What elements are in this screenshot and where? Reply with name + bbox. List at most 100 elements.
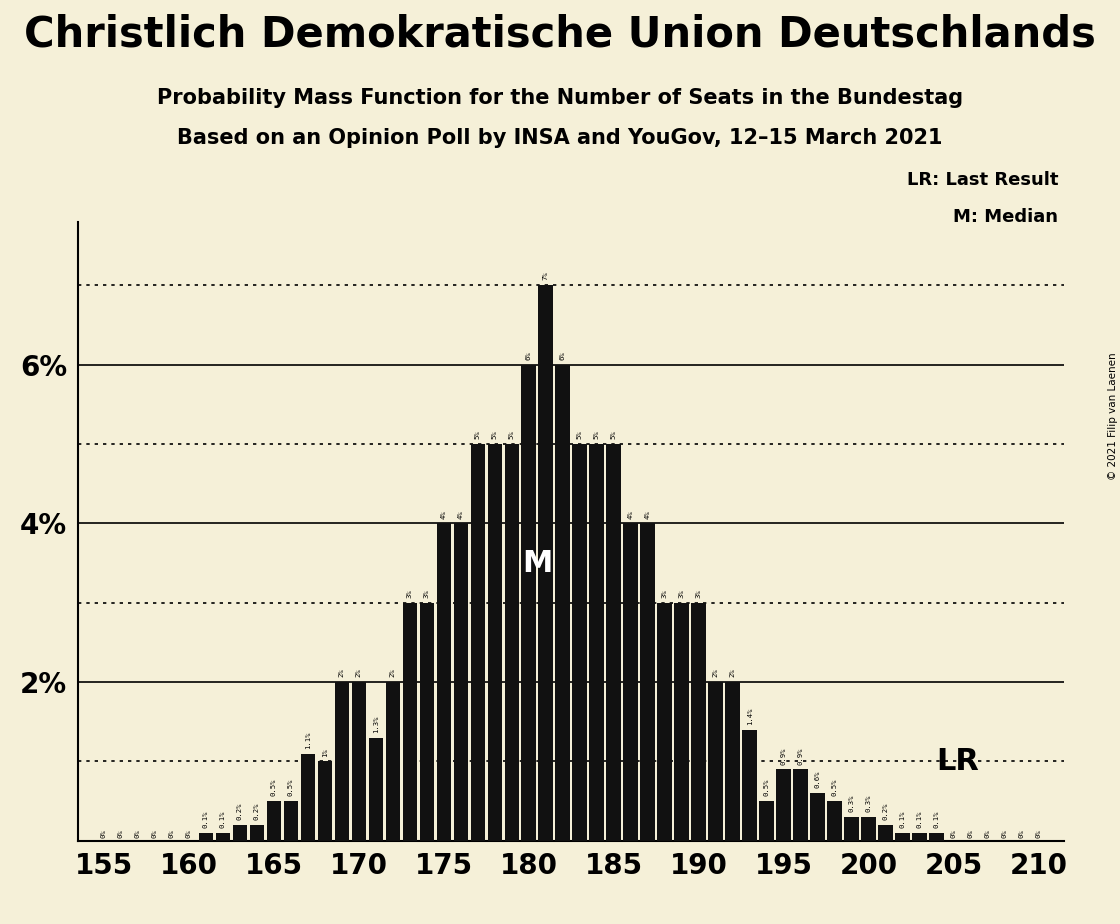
Bar	[589, 444, 604, 841]
Text: 5%: 5%	[508, 431, 515, 439]
Text: 3%: 3%	[407, 590, 413, 598]
Text: 4%: 4%	[627, 510, 634, 518]
Text: 3%: 3%	[696, 590, 701, 598]
Bar	[691, 602, 706, 841]
Bar	[811, 793, 824, 841]
Text: 2%: 2%	[390, 669, 395, 677]
Bar	[368, 737, 383, 841]
Bar	[487, 444, 502, 841]
Text: M: M	[522, 549, 552, 578]
Text: 0%: 0%	[169, 830, 175, 838]
Bar	[641, 523, 655, 841]
Bar	[198, 833, 213, 841]
Bar	[233, 825, 248, 841]
Text: 0%: 0%	[951, 830, 956, 838]
Text: 0.5%: 0.5%	[271, 779, 277, 796]
Text: 2%: 2%	[338, 669, 345, 677]
Text: 0%: 0%	[984, 830, 990, 838]
Text: 0%: 0%	[118, 830, 124, 838]
Bar	[437, 523, 451, 841]
Bar	[743, 730, 757, 841]
Bar	[930, 833, 944, 841]
Text: 3%: 3%	[662, 590, 668, 598]
Text: 0.5%: 0.5%	[288, 779, 293, 796]
Bar	[402, 602, 417, 841]
Text: 0%: 0%	[1036, 830, 1042, 838]
Text: 2%: 2%	[356, 669, 362, 677]
Text: © 2021 Filip van Laenen: © 2021 Filip van Laenen	[1108, 352, 1118, 480]
Text: 3%: 3%	[679, 590, 684, 598]
Bar	[522, 365, 536, 841]
Text: LR: LR	[936, 747, 979, 776]
Text: 5%: 5%	[475, 431, 480, 439]
Text: 0.1%: 0.1%	[220, 810, 226, 828]
Bar	[539, 286, 553, 841]
Bar	[606, 444, 620, 841]
Bar	[844, 817, 859, 841]
Text: 5%: 5%	[594, 431, 599, 439]
Bar	[657, 602, 672, 841]
Bar	[300, 754, 315, 841]
Bar	[352, 682, 366, 841]
Bar	[828, 801, 842, 841]
Text: 0.1%: 0.1%	[899, 810, 906, 828]
Text: 2%: 2%	[712, 669, 719, 677]
Text: 4%: 4%	[441, 510, 447, 518]
Bar	[250, 825, 264, 841]
Text: 4%: 4%	[458, 510, 464, 518]
Text: 3%: 3%	[423, 590, 430, 598]
Text: 5%: 5%	[492, 431, 497, 439]
Text: 0.5%: 0.5%	[831, 779, 838, 796]
Text: 6%: 6%	[525, 351, 532, 359]
Bar	[878, 825, 893, 841]
Bar	[913, 833, 926, 841]
Text: 2%: 2%	[729, 669, 736, 677]
Text: 1.3%: 1.3%	[373, 715, 379, 733]
Text: 5%: 5%	[577, 431, 582, 439]
Text: 0.1%: 0.1%	[934, 810, 940, 828]
Text: 0%: 0%	[101, 830, 106, 838]
Bar	[318, 761, 332, 841]
Text: 6%: 6%	[560, 351, 566, 359]
Text: 0%: 0%	[1001, 830, 1008, 838]
Text: 0.2%: 0.2%	[254, 803, 260, 821]
Bar	[556, 365, 570, 841]
Bar	[895, 833, 909, 841]
Bar	[504, 444, 519, 841]
Text: 1.4%: 1.4%	[747, 708, 753, 725]
Bar	[216, 833, 230, 841]
Bar	[454, 523, 468, 841]
Text: 0.3%: 0.3%	[849, 795, 855, 812]
Bar	[624, 523, 638, 841]
Text: 0%: 0%	[134, 830, 141, 838]
Text: Christlich Demokratische Union Deutschlands: Christlich Demokratische Union Deutschla…	[24, 14, 1096, 55]
Text: 0%: 0%	[186, 830, 192, 838]
Bar	[385, 682, 400, 841]
Bar	[726, 682, 740, 841]
Text: 0.1%: 0.1%	[203, 810, 208, 828]
Bar	[470, 444, 485, 841]
Text: 0.5%: 0.5%	[764, 779, 769, 796]
Bar	[759, 801, 774, 841]
Bar	[674, 602, 689, 841]
Text: Based on an Opinion Poll by INSA and YouGov, 12–15 March 2021: Based on an Opinion Poll by INSA and You…	[177, 128, 943, 148]
Text: 5%: 5%	[610, 431, 617, 439]
Bar	[283, 801, 298, 841]
Text: LR: Last Result: LR: Last Result	[907, 171, 1058, 188]
Text: M: Median: M: Median	[953, 208, 1058, 225]
Text: 0%: 0%	[968, 830, 973, 838]
Bar	[709, 682, 722, 841]
Text: 0.2%: 0.2%	[236, 803, 243, 821]
Text: 0.1%: 0.1%	[916, 810, 923, 828]
Text: 4%: 4%	[645, 510, 651, 518]
Text: 0%: 0%	[152, 830, 158, 838]
Text: 0.6%: 0.6%	[814, 771, 821, 788]
Text: Probability Mass Function for the Number of Seats in the Bundestag: Probability Mass Function for the Number…	[157, 88, 963, 108]
Bar	[572, 444, 587, 841]
Text: 0.2%: 0.2%	[883, 803, 888, 821]
Text: 0.3%: 0.3%	[866, 795, 871, 812]
Bar	[861, 817, 876, 841]
Bar	[793, 770, 808, 841]
Bar	[335, 682, 349, 841]
Text: 0%: 0%	[1018, 830, 1025, 838]
